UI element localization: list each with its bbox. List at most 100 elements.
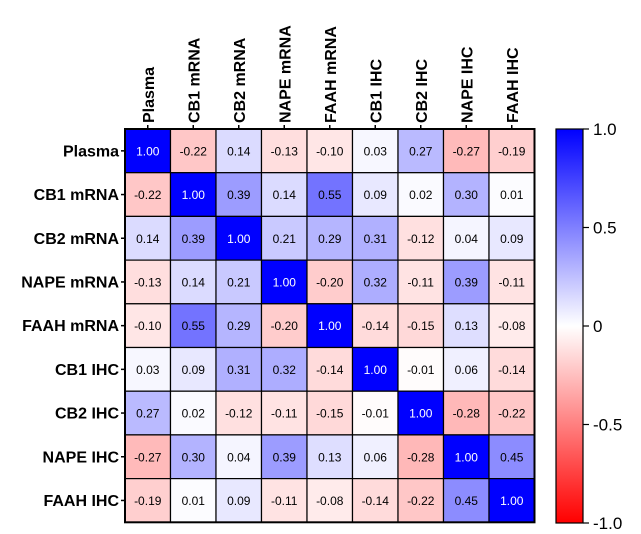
cell-cb1-mrna-faah-ihc	[488, 172, 536, 217]
cell-value-label: -0.20	[271, 319, 299, 333]
cell-value-label: -0.22	[134, 188, 162, 202]
cell-cb2-ihc-cb1-ihc	[351, 390, 399, 436]
cell-value-label: 1.00	[500, 494, 524, 508]
row-label-nape-mrna: NAPE mRNA	[21, 274, 119, 291]
cell-value-label: 0.04	[455, 232, 479, 246]
cell-value-label: 0.21	[227, 275, 251, 289]
cell-value-label: -0.14	[498, 363, 526, 377]
cell-nape-mrna-nape-ihc	[442, 259, 490, 305]
cell-faah-mrna-nape-mrna	[260, 303, 308, 349]
cell-value-label: -0.13	[271, 144, 299, 158]
column-labels: Plasma CB1 mRNA CB2 mRNA NAPE mRNA FAAH mRNA…	[141, 25, 522, 129]
cell-faah-ihc-faah-ihc	[488, 478, 536, 523]
cell-value-label: -0.15	[407, 319, 435, 333]
cell-faah-ihc-nape-mrna	[260, 478, 308, 523]
column-label-cb1-ihc: CB1 IHC	[368, 59, 385, 123]
row-label-cb1-mrna: CB1 mRNA	[34, 187, 120, 204]
cell-value-label: 1.00	[182, 188, 206, 202]
cell-value-label: 1.00	[364, 363, 388, 377]
cell-value-label: 0.01	[500, 188, 524, 202]
row-label-plasma: Plasma	[63, 143, 119, 160]
cell-value-label: 0.45	[500, 450, 524, 464]
cell-value-label: 1.00	[409, 407, 433, 421]
cell-value-label: 1.00	[318, 319, 342, 333]
cell-value-label: -0.11	[408, 275, 435, 289]
cell-value-label: 1.00	[136, 144, 160, 158]
cell-value-label: 0.02	[182, 407, 206, 421]
colorbar-tick-label: 0.5	[593, 219, 617, 238]
cell-value-label: 0.55	[318, 188, 342, 202]
cell-value-label: 0.30	[455, 188, 479, 202]
cell-value-label: -0.20	[316, 275, 344, 289]
column-label-nape-mrna: NAPE mRNA	[277, 25, 294, 123]
cell-value-label: -0.12	[225, 407, 253, 421]
cell-value-label: 0.27	[409, 144, 433, 158]
row-label-cb2-mrna: CB2 mRNA	[34, 231, 120, 248]
cell-cb1-mrna-nape-ihc	[442, 172, 490, 217]
cell-cb1-ihc-nape-mrna	[260, 346, 308, 392]
cell-cb1-ihc-plasma	[124, 346, 172, 392]
cell-value-label: -0.22	[498, 407, 526, 421]
cell-value-label: 0.06	[364, 450, 388, 464]
cell-nape-ihc-plasma	[124, 434, 172, 480]
cell-value-label: 0.09	[227, 494, 251, 508]
cell-value-label: -0.12	[407, 232, 435, 246]
cell-cb2-ihc-cb2-mrna	[215, 390, 263, 436]
cell-cb2-mrna-nape-ihc	[442, 215, 490, 261]
cell-nape-ihc-cb1-ihc	[351, 434, 399, 480]
cell-cb1-mrna-cb2-mrna	[215, 172, 263, 217]
cell-faah-mrna-cb2-mrna	[215, 303, 263, 349]
cell-value-label: 0.09	[500, 232, 524, 246]
heatmap-frame	[124, 128, 536, 524]
cell-value-label: 1.00	[455, 450, 479, 464]
cell-cb2-ihc-nape-ihc	[442, 390, 490, 436]
cell-value-label: 0.21	[273, 232, 297, 246]
cell-value-label: -0.10	[316, 144, 344, 158]
cell-value-label: 0.14	[273, 188, 297, 202]
cell-value-label: 0.29	[318, 232, 342, 246]
colorbar: 1.0 0.5 0 -0.5 -1.0	[555, 120, 622, 533]
cell-value-label: -0.19	[134, 494, 162, 508]
cell-value-label: -0.27	[453, 144, 481, 158]
cell-cb2-mrna-plasma	[124, 215, 172, 261]
colorbar-bar	[555, 128, 584, 524]
cell-value-label: -0.11	[271, 494, 298, 508]
cell-nape-ihc-cb2-mrna	[215, 434, 263, 480]
cell-value-label: -0.13	[134, 275, 162, 289]
cell-cb2-ihc-faah-ihc	[488, 390, 536, 436]
cell-cb1-ihc-cb1-mrna	[169, 346, 217, 392]
colorbar-tick-label: -0.5	[593, 416, 622, 435]
cell-cb1-mrna-cb1-ihc	[351, 172, 399, 217]
row-label-cb1-ihc: CB1 IHC	[55, 362, 119, 379]
cell-cb2-mrna-faah-mrna	[306, 215, 354, 261]
cell-value-label: -0.01	[407, 363, 435, 377]
cell-nape-ihc-faah-mrna	[306, 434, 354, 480]
cell-nape-mrna-nape-mrna	[260, 259, 308, 305]
cell-value-label: 1.00	[273, 275, 297, 289]
colorbar-tick-label: 1.0	[593, 120, 617, 139]
cell-value-label: 0.01	[182, 494, 206, 508]
cell-faah-mrna-nape-ihc	[442, 303, 490, 349]
cell-faah-ihc-plasma	[124, 478, 172, 523]
cell-value-label: -0.15	[316, 407, 344, 421]
cell-value-label: -0.08	[498, 319, 526, 333]
cell-value-label: -0.11	[271, 407, 298, 421]
cell-value-label: -0.08	[316, 494, 344, 508]
cell-cb2-mrna-cb2-ihc	[397, 215, 445, 261]
cell-cb2-mrna-nape-mrna	[260, 215, 308, 261]
cell-cb2-mrna-faah-ihc	[488, 215, 536, 261]
column-label-cb1-mrna: CB1 mRNA	[186, 37, 203, 123]
cell-value-label: 0.32	[273, 363, 297, 377]
cell-value-label: -0.14	[362, 494, 390, 508]
cell-cb1-mrna-nape-mrna	[260, 172, 308, 217]
cell-value-label: 1.00	[227, 232, 251, 246]
cell-value-label: 0.13	[455, 319, 479, 333]
cell-value-label: 0.04	[227, 450, 251, 464]
cell-value-label: -0.19	[498, 144, 526, 158]
cell-cb1-mrna-cb2-ihc	[397, 172, 445, 217]
cell-faah-ihc-faah-mrna	[306, 478, 354, 523]
cell-value-label: 0.30	[182, 450, 206, 464]
cell-faah-ihc-cb2-ihc	[397, 478, 445, 523]
cell-cb2-mrna-cb1-ihc	[351, 215, 399, 261]
cell-value-label: 0.45	[455, 494, 479, 508]
